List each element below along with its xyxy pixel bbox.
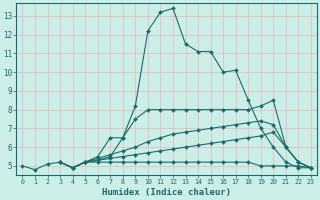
- X-axis label: Humidex (Indice chaleur): Humidex (Indice chaleur): [102, 188, 231, 197]
